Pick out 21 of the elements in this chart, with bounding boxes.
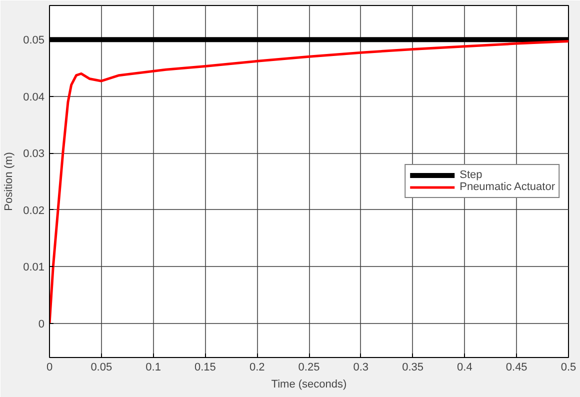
x-tick-label: 0.15 (194, 362, 216, 374)
y-tick-label: 0.03 (23, 148, 45, 160)
x-tick-label: 0.3 (353, 362, 369, 374)
x-tick-label: 0.25 (298, 362, 320, 374)
x-axis-title: Time (seconds) (271, 378, 347, 390)
legend-label: Pneumatic Actuator (460, 181, 555, 193)
y-tick-label: 0.05 (23, 34, 45, 47)
x-tick-label: 0 (46, 362, 53, 374)
x-tick-label: 0.45 (506, 362, 528, 374)
x-tick-label: 0.35 (402, 362, 424, 374)
y-axis-title: Position (m) (3, 152, 16, 211)
x-tick-label: 0.05 (90, 362, 112, 374)
y-tick-label: 0.01 (23, 262, 45, 274)
y-tick-label: 0.02 (23, 204, 45, 217)
x-tick-label: 0.5 (560, 362, 576, 374)
y-tick-label: 0 (38, 318, 45, 330)
y-tick-label: 0.04 (23, 91, 45, 104)
legend-label: Step (460, 169, 482, 181)
x-tick-label: 0.2 (249, 362, 265, 374)
x-tick-label: 0.1 (146, 362, 161, 374)
x-tick-label: 0.4 (457, 362, 472, 374)
